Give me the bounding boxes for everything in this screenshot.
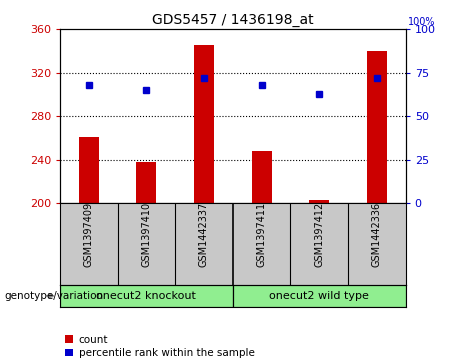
Bar	[79, 137, 99, 203]
Text: genotype/variation: genotype/variation	[5, 291, 104, 301]
Bar	[194, 45, 214, 203]
Legend: count, percentile rank within the sample: count, percentile rank within the sample	[65, 335, 254, 358]
Text: 100%: 100%	[408, 17, 436, 27]
Title: GDS5457 / 1436198_at: GDS5457 / 1436198_at	[152, 13, 313, 26]
Bar	[60, 285, 233, 307]
Bar	[367, 51, 387, 203]
Text: onecut2 wild type: onecut2 wild type	[269, 291, 369, 301]
Bar	[233, 285, 406, 307]
Bar	[309, 200, 329, 203]
Bar	[252, 151, 272, 203]
Bar	[136, 162, 156, 203]
Text: onecut2 knockout: onecut2 knockout	[96, 291, 196, 301]
